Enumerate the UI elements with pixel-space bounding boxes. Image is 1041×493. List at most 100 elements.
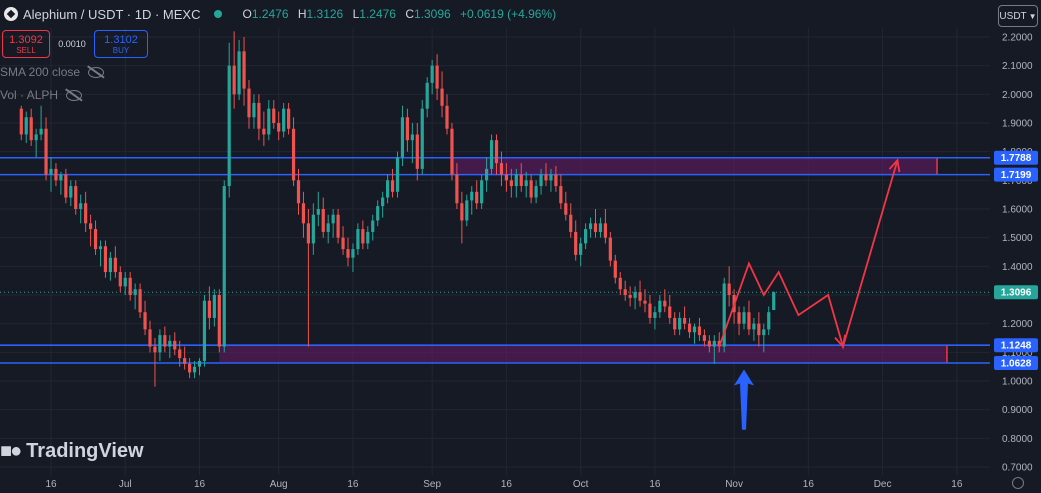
candle-body bbox=[197, 360, 202, 367]
candle bbox=[74, 180, 78, 215]
candle bbox=[574, 220, 578, 261]
candle-body bbox=[435, 65, 439, 89]
sell-button[interactable]: 1.3092 SELL bbox=[2, 30, 50, 58]
symbol-title[interactable]: Alephium / USDT · 1D · MEXC bbox=[23, 6, 201, 22]
candle-body bbox=[717, 340, 721, 347]
candle bbox=[381, 191, 385, 218]
candle bbox=[44, 117, 48, 181]
chevron-down-icon: ▼ bbox=[1028, 11, 1037, 21]
candle-body bbox=[326, 223, 330, 232]
candle-body bbox=[192, 366, 197, 373]
candle-body bbox=[247, 88, 251, 118]
candle-body bbox=[480, 180, 484, 204]
buy-button[interactable]: 1.3102 BUY bbox=[94, 30, 148, 58]
candle bbox=[24, 111, 28, 144]
high-label: H bbox=[297, 7, 307, 21]
y-tick-label: 0.9000 bbox=[1002, 405, 1033, 416]
candle-body bbox=[93, 229, 98, 250]
candle bbox=[678, 312, 682, 336]
candle-body bbox=[178, 349, 182, 359]
currency-selector[interactable]: USDT ▼ bbox=[998, 5, 1038, 27]
x-tick-label: 16 bbox=[347, 479, 359, 490]
candle-body bbox=[668, 306, 672, 318]
candle-body bbox=[692, 326, 697, 333]
candle-body bbox=[598, 223, 603, 232]
candle-body bbox=[24, 117, 28, 135]
candle-body bbox=[316, 209, 320, 215]
x-tick-label: 16 bbox=[45, 479, 57, 490]
candle bbox=[356, 223, 360, 255]
candle-body bbox=[529, 180, 533, 198]
candle bbox=[400, 105, 405, 166]
candle-body bbox=[168, 340, 172, 347]
candle-body bbox=[351, 249, 355, 258]
candle bbox=[311, 203, 315, 255]
candle-body bbox=[148, 329, 152, 347]
indicator-volume[interactable]: Vol · ALPH bbox=[0, 88, 83, 102]
candle bbox=[485, 157, 489, 192]
candle bbox=[712, 335, 716, 364]
candle-body bbox=[282, 108, 286, 132]
price-badge-label: 1.7788 bbox=[1001, 153, 1032, 164]
candle-body bbox=[341, 237, 345, 250]
candle-body bbox=[608, 237, 612, 261]
y-tick-label: 2.2000 bbox=[1002, 33, 1033, 44]
candle bbox=[559, 174, 563, 209]
candle bbox=[539, 168, 543, 195]
eye-hidden-icon[interactable] bbox=[88, 66, 105, 78]
x-tick-label: Jul bbox=[119, 479, 132, 490]
y-tick-label: 1.4000 bbox=[1002, 262, 1033, 273]
candle bbox=[306, 209, 310, 347]
candle bbox=[470, 186, 474, 215]
candle bbox=[366, 226, 370, 250]
candle bbox=[371, 214, 375, 241]
candle bbox=[54, 163, 58, 187]
tradingview-branding[interactable]: ■● TradingView bbox=[0, 440, 144, 463]
candle-body bbox=[569, 214, 573, 232]
candle-body bbox=[395, 157, 400, 192]
supply-demand-zone bbox=[451, 157, 938, 175]
candle-body bbox=[19, 108, 23, 135]
candle bbox=[697, 317, 702, 341]
candle bbox=[514, 168, 518, 198]
candle bbox=[588, 217, 593, 238]
settings-icon[interactable] bbox=[1012, 477, 1024, 489]
y-tick-label: 1.1000 bbox=[1002, 348, 1033, 359]
candle bbox=[49, 157, 53, 192]
candle bbox=[326, 214, 330, 244]
candle-body bbox=[772, 292, 776, 311]
y-tick-label: 2.1000 bbox=[1002, 61, 1033, 72]
candle bbox=[118, 266, 122, 293]
candle bbox=[460, 191, 464, 244]
candle-body bbox=[376, 206, 380, 221]
candle bbox=[480, 174, 484, 209]
candle-body bbox=[702, 335, 706, 341]
candle bbox=[64, 168, 68, 204]
spread-value: 0.0010 bbox=[58, 39, 86, 49]
candle-body bbox=[648, 303, 652, 318]
x-tick-label: Aug bbox=[270, 479, 288, 490]
candle bbox=[658, 295, 662, 318]
candle bbox=[351, 243, 355, 273]
candle bbox=[346, 237, 350, 267]
candle bbox=[707, 335, 711, 353]
candle-body bbox=[212, 295, 216, 318]
candle-body bbox=[514, 174, 518, 187]
candle bbox=[232, 31, 236, 109]
price-badge-label: 1.0628 bbox=[1001, 358, 1032, 369]
candle-body bbox=[128, 277, 132, 295]
candle-body bbox=[683, 317, 687, 324]
candle-body bbox=[98, 246, 103, 250]
open-value: 1.2476 bbox=[251, 7, 289, 21]
candle-body bbox=[202, 300, 207, 361]
candle-body bbox=[588, 223, 593, 230]
candle-body bbox=[757, 323, 761, 336]
indicator-sma[interactable]: SMA 200 close bbox=[0, 65, 105, 79]
indicator-sma-label: SMA 200 close bbox=[0, 65, 81, 79]
candle bbox=[39, 105, 43, 141]
candle bbox=[569, 203, 573, 238]
candle bbox=[138, 283, 142, 318]
candle bbox=[227, 42, 231, 198]
eye-hidden-icon[interactable] bbox=[66, 89, 83, 101]
